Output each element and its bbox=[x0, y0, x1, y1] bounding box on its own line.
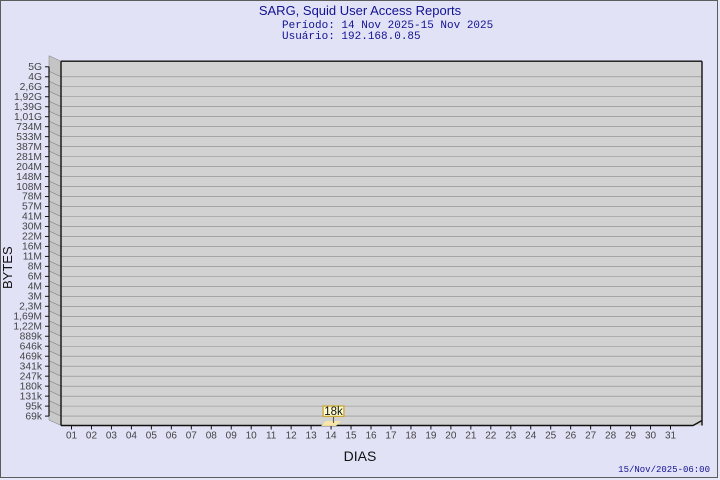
svg-text:24: 24 bbox=[525, 431, 537, 442]
svg-text:03: 03 bbox=[106, 431, 118, 442]
svg-text:19: 19 bbox=[425, 431, 437, 442]
svg-text:29: 29 bbox=[625, 431, 637, 442]
svg-text:17: 17 bbox=[385, 431, 397, 442]
svg-text:10: 10 bbox=[246, 431, 258, 442]
svg-text:21: 21 bbox=[465, 431, 477, 442]
svg-text:13: 13 bbox=[306, 431, 318, 442]
svg-text:30: 30 bbox=[645, 431, 657, 442]
svg-text:02: 02 bbox=[86, 431, 98, 442]
svg-text:12: 12 bbox=[286, 431, 298, 442]
svg-text:31: 31 bbox=[665, 431, 677, 442]
svg-text:BYTES: BYTES bbox=[1, 246, 15, 289]
svg-text:14: 14 bbox=[326, 431, 338, 442]
svg-text:06: 06 bbox=[166, 431, 178, 442]
svg-text:26: 26 bbox=[565, 431, 577, 442]
svg-text:22: 22 bbox=[485, 431, 497, 442]
svg-text:20: 20 bbox=[445, 431, 457, 442]
svg-text:18k: 18k bbox=[324, 406, 343, 418]
svg-text:07: 07 bbox=[186, 431, 198, 442]
svg-text:08: 08 bbox=[206, 431, 218, 442]
svg-text:18: 18 bbox=[405, 431, 417, 442]
svg-text:11: 11 bbox=[266, 431, 277, 442]
svg-text:01: 01 bbox=[66, 431, 78, 442]
svg-text:09: 09 bbox=[226, 431, 238, 442]
svg-text:DIAS: DIAS bbox=[344, 448, 377, 464]
svg-text:05: 05 bbox=[146, 431, 158, 442]
svg-text:04: 04 bbox=[126, 431, 138, 442]
svg-text:25: 25 bbox=[545, 431, 557, 442]
svg-text:15: 15 bbox=[345, 431, 357, 442]
svg-text:16: 16 bbox=[365, 431, 377, 442]
svg-text:23: 23 bbox=[505, 431, 517, 442]
svg-text:27: 27 bbox=[585, 431, 597, 442]
svg-text:28: 28 bbox=[605, 431, 617, 442]
svg-text:69k: 69k bbox=[25, 411, 42, 422]
